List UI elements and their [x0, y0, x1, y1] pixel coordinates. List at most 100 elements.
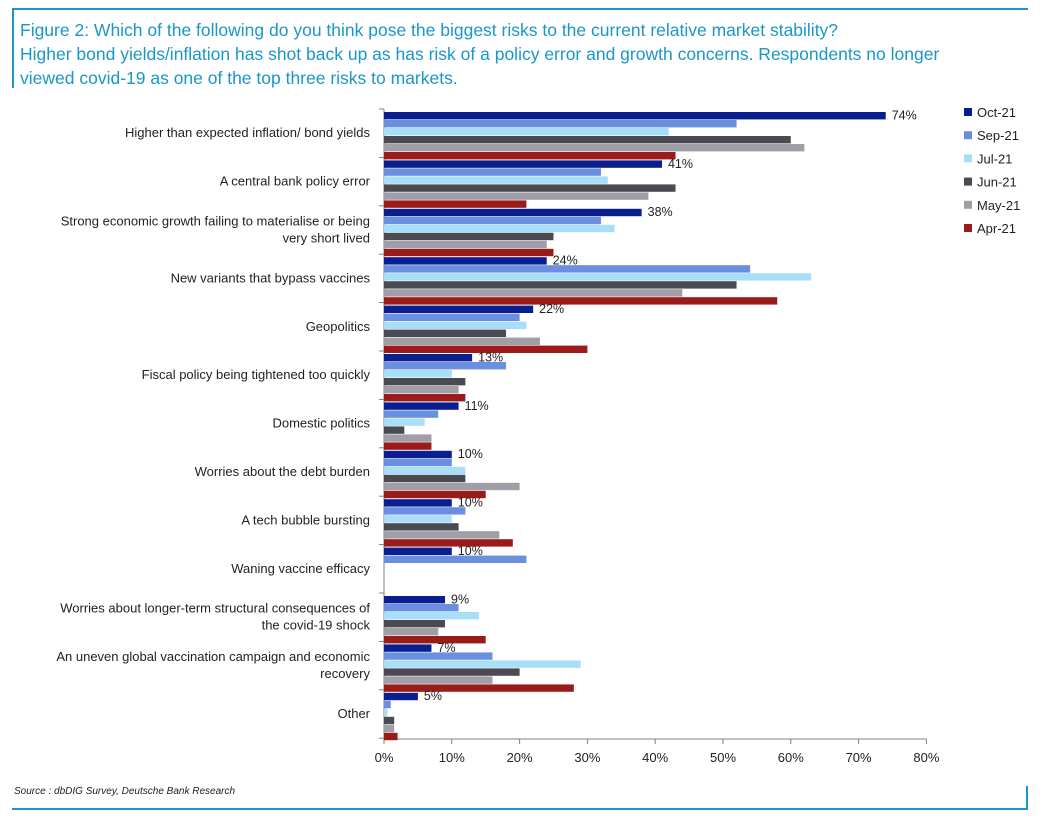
bar-oct-21	[384, 596, 446, 604]
category-label: Waning vaccine efficacy	[231, 561, 370, 576]
bar-jun-21	[384, 232, 554, 241]
bar-may-21	[384, 386, 459, 394]
bar-may-21	[384, 289, 683, 297]
bar-apr-21	[384, 442, 432, 450]
bar-sep-21	[384, 458, 452, 467]
x-tick-label: 70%	[846, 750, 872, 765]
x-tick-label: 50%	[710, 750, 736, 765]
bar-apr-21	[384, 732, 398, 741]
bar-oct-21	[384, 692, 418, 701]
legend-swatch-jul-21	[964, 154, 972, 163]
bar-oct-21	[384, 112, 886, 120]
category-label: Worries about the debt burden	[195, 464, 370, 479]
data-label-oct-21: 24%	[553, 254, 578, 268]
legend-swatch-may-21	[964, 200, 972, 209]
legend-label-may-21: May-21	[977, 198, 1020, 213]
x-tick-label: 30%	[574, 750, 600, 765]
data-label-oct-21: 13%	[478, 350, 503, 364]
frame-bottom-border	[12, 808, 1028, 810]
source-note: Source : dbDIG Survey, Deutsche Bank Res…	[14, 786, 236, 797]
bar-apr-21	[384, 684, 574, 692]
category-label: A tech bubble bursting	[241, 512, 370, 527]
legend-label-apr-21: Apr-21	[977, 221, 1016, 236]
data-label-oct-21: 10%	[458, 447, 483, 461]
x-tick-label: 60%	[778, 750, 804, 765]
bar-jun-21	[384, 474, 466, 483]
x-tick-label: 80%	[913, 750, 939, 765]
data-label-oct-21: 9%	[451, 592, 469, 606]
category-label: Strong economic growth failing to materi…	[61, 214, 370, 229]
bar-jul-21	[384, 224, 615, 233]
bar-apr-21	[384, 248, 554, 257]
category-label: Worries about longer-term structural con…	[60, 601, 370, 616]
legend-swatch-oct-21	[964, 108, 972, 116]
bar-jul-21	[384, 321, 527, 329]
bar-may-21	[384, 628, 439, 636]
category-label: Other	[337, 706, 370, 721]
bar-may-21	[384, 724, 395, 733]
bar-jul-21	[384, 660, 581, 668]
bar-jul-21	[384, 418, 425, 426]
category-label: Fiscal policy being tightened too quickl…	[142, 367, 371, 382]
bar-jul-21	[384, 515, 452, 523]
bar-jun-21	[384, 329, 507, 337]
data-label-oct-21: 7%	[437, 641, 455, 655]
bar-oct-21	[384, 160, 662, 168]
data-label-oct-21: 10%	[458, 496, 483, 510]
x-tick-label: 20%	[507, 750, 533, 765]
bar-may-21	[384, 531, 500, 539]
bar-jul-21	[384, 708, 388, 717]
bar-sep-21	[384, 362, 507, 370]
legend-swatch-sep-21	[964, 131, 972, 140]
bar-sep-21	[384, 410, 439, 418]
bar-may-21	[384, 676, 493, 684]
bar-apr-21	[384, 636, 486, 644]
category-label: very short lived	[283, 231, 370, 246]
bar-oct-21	[384, 547, 452, 555]
frame-right-border	[1026, 786, 1028, 810]
legend-label-oct-21: Oct-21	[977, 105, 1016, 120]
bar-sep-21	[384, 652, 493, 660]
category-label: Domestic politics	[272, 416, 370, 431]
bar-sep-21	[384, 555, 527, 563]
bar-apr-21	[384, 539, 513, 547]
bar-jun-21	[384, 620, 446, 628]
bar-apr-21	[384, 490, 486, 499]
bar-sep-21	[384, 265, 751, 273]
bar-may-21	[384, 144, 805, 152]
x-tick-label: 0%	[375, 750, 394, 765]
bar-sep-21	[384, 507, 466, 515]
title-line-1: Figure 2: Which of the following do you …	[20, 20, 839, 40]
bar-sep-21	[384, 120, 737, 128]
category-label: An uneven global vaccination campaign an…	[56, 649, 370, 664]
bar-jun-21	[384, 426, 405, 434]
category-label: the covid-19 shock	[262, 618, 371, 633]
data-label-oct-21: 22%	[539, 302, 564, 316]
bar-may-21	[384, 192, 649, 200]
bar-sep-21	[384, 168, 601, 176]
bar-sep-21	[384, 216, 601, 225]
bar-jun-21	[384, 668, 520, 676]
bar-jun-21	[384, 281, 737, 289]
bar-jun-21	[384, 136, 791, 144]
frame-left-border	[12, 8, 14, 88]
data-label-oct-21: 41%	[668, 157, 693, 171]
bar-apr-21	[384, 297, 778, 305]
x-tick-label: 40%	[642, 750, 668, 765]
bar-oct-21	[384, 499, 452, 507]
bar-may-21	[384, 482, 520, 491]
bar-jun-21	[384, 523, 459, 531]
bar-sep-21	[384, 604, 459, 612]
bar-jul-21	[384, 273, 812, 281]
bar-jun-21	[384, 184, 676, 192]
data-label-oct-21: 11%	[465, 399, 489, 413]
bar-oct-21	[384, 208, 642, 217]
bar-jul-21	[384, 612, 479, 620]
bar-may-21	[384, 337, 540, 345]
legend-label-jun-21: Jun-21	[977, 175, 1017, 190]
legend-label-jul-21: Jul-21	[977, 151, 1012, 166]
bar-apr-21	[384, 152, 676, 160]
legend-swatch-jun-21	[964, 177, 972, 186]
category-label: New variants that bypass vaccines	[171, 270, 371, 285]
